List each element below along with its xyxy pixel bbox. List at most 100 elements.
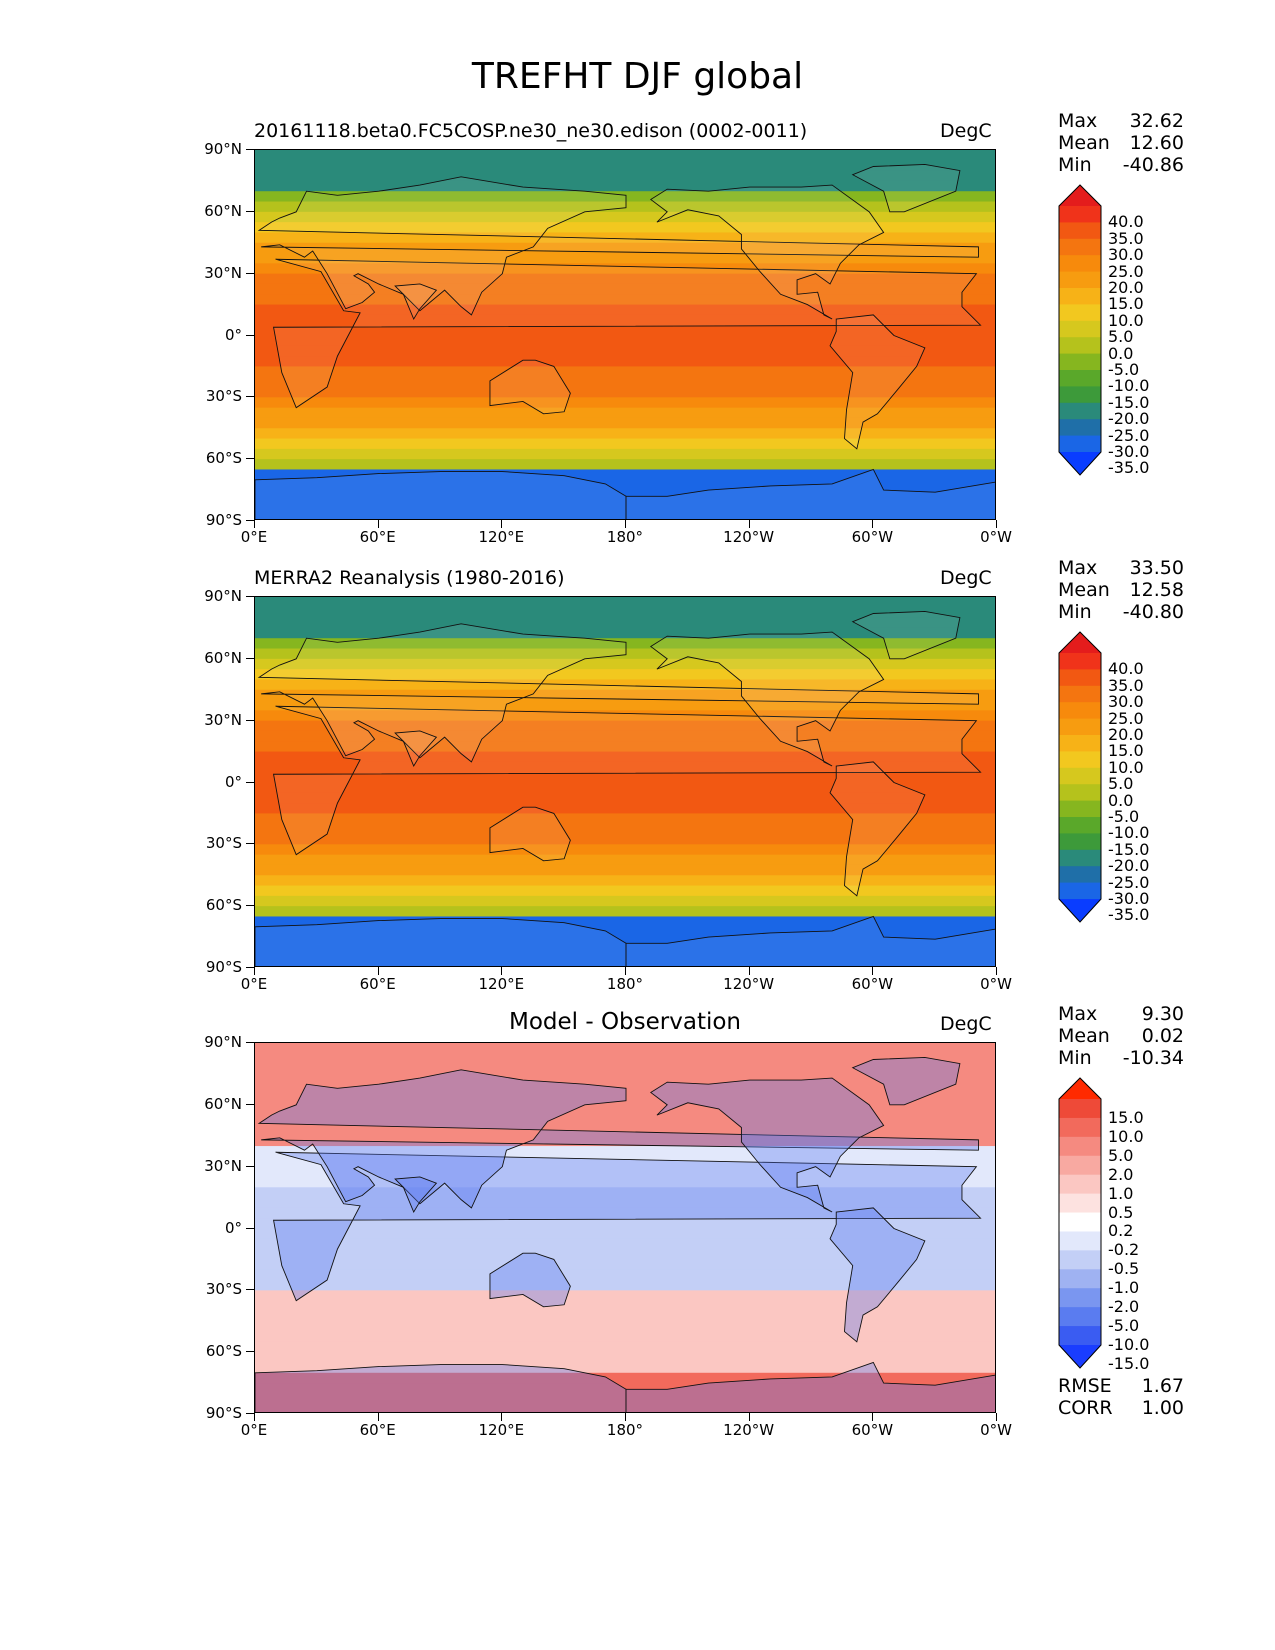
lat-tick-label: 60°S xyxy=(205,449,242,468)
field-band xyxy=(255,1166,995,1178)
field-band xyxy=(255,597,995,609)
lat-tick xyxy=(246,1351,254,1353)
lon-tick-label: 180° xyxy=(606,1421,644,1439)
lat-tick-label: 90°S xyxy=(205,1404,242,1422)
colorbar-tick-label: 10.0 xyxy=(1108,757,1144,777)
field-band xyxy=(255,834,995,846)
field-band xyxy=(255,741,995,753)
colorbar-swatch xyxy=(1059,320,1101,338)
coastline xyxy=(829,314,926,450)
field-band xyxy=(255,700,995,712)
colorbar-tick-label: -35.0 xyxy=(1108,458,1150,478)
stat-label: Min xyxy=(1058,1047,1092,1069)
lat-tick-label: 0° xyxy=(224,1218,242,1237)
colorbar-tick-label: 10.0 xyxy=(1108,1126,1144,1146)
stat-value: -10.34 xyxy=(1122,1047,1184,1069)
field-band xyxy=(255,325,995,337)
field-band xyxy=(255,1094,995,1106)
lat-tick-label: 90°S xyxy=(205,511,242,529)
colorbar-swatch xyxy=(1059,1099,1101,1119)
colorbar-tick-label: -30.0 xyxy=(1108,442,1150,461)
coastline xyxy=(255,1364,627,1412)
lon-tick-label: 60°E xyxy=(359,1421,396,1439)
field-band xyxy=(255,906,995,918)
lat-tick-label: 30°S xyxy=(205,834,242,853)
stat-row: Max 9.30 xyxy=(1058,1003,1184,1025)
colorbar-swatch xyxy=(1059,849,1101,867)
lat-tick-label: 30°S xyxy=(205,387,242,406)
stat-value: 9.30 xyxy=(1141,1003,1184,1025)
lon-tick-label: 180° xyxy=(606,975,644,993)
stat-row: Max 33.50 xyxy=(1058,557,1184,579)
map-plot xyxy=(254,149,996,520)
coastline xyxy=(394,730,438,768)
field-band xyxy=(255,1084,995,1096)
field-band xyxy=(255,957,995,966)
lon-tick-label: 0°W xyxy=(980,528,1012,546)
colorbar-tick-label: 5.0 xyxy=(1108,327,1134,347)
field-band xyxy=(255,448,995,461)
colorbar-tick-label: -5.0 xyxy=(1108,807,1140,826)
map-canvas xyxy=(255,597,995,966)
field-band xyxy=(255,283,995,296)
metric-value: 1.00 xyxy=(1141,1397,1184,1419)
field-band xyxy=(255,160,995,172)
field-band xyxy=(255,1238,995,1251)
panel-observation: MERRA2 Reanalysis (1980-2016) DegC 90°N 60°… xyxy=(0,557,1275,1007)
stats-box: Max 33.50 Mean 12.58 Min -40.80 xyxy=(1058,557,1184,623)
field-band xyxy=(255,170,995,182)
field-band xyxy=(255,844,995,856)
stat-value: 33.50 xyxy=(1129,557,1184,579)
field-band xyxy=(255,201,995,213)
field-band xyxy=(255,1218,995,1230)
colorbar-swatch xyxy=(1059,419,1101,437)
colorbar-swatch xyxy=(1059,767,1101,785)
coastline xyxy=(257,623,979,763)
field-band xyxy=(255,387,995,399)
stat-label: Mean xyxy=(1058,1025,1110,1047)
field-band xyxy=(255,1073,995,1086)
colorbar-tick-label: -20.0 xyxy=(1108,856,1150,876)
field-band xyxy=(255,772,995,784)
stat-value: 12.58 xyxy=(1129,579,1184,601)
field-band xyxy=(255,1197,995,1209)
colorbar-swatch xyxy=(1059,1136,1101,1157)
coastline xyxy=(829,1207,926,1343)
field-band xyxy=(255,864,995,877)
field-band xyxy=(255,926,995,939)
coastline xyxy=(255,471,627,519)
lon-tick xyxy=(501,520,503,528)
colorbar-swatch xyxy=(1059,1326,1101,1346)
field-band xyxy=(255,679,995,691)
field-band xyxy=(255,1352,995,1364)
field-band xyxy=(255,813,995,825)
stat-value: 32.62 xyxy=(1129,110,1184,132)
lat-tick-label: 0° xyxy=(224,772,242,791)
lat-tick-label: 90°S xyxy=(205,958,242,976)
field-band xyxy=(255,1176,995,1189)
field-band xyxy=(255,1135,995,1148)
field-band xyxy=(255,345,995,358)
figure-title: TREFHT DJF global xyxy=(471,56,804,97)
lat-tick xyxy=(246,1289,254,1291)
field-band xyxy=(255,1290,995,1302)
field-band xyxy=(255,1115,995,1127)
field-band xyxy=(255,222,995,234)
stat-label: Mean xyxy=(1058,132,1110,154)
lat-tick xyxy=(246,719,254,721)
stat-label: Min xyxy=(1058,154,1092,176)
units-label: DegC xyxy=(940,567,992,589)
field-band xyxy=(255,1362,995,1374)
colorbar-tick-label: -15.0 xyxy=(1108,1353,1150,1373)
lon-tick xyxy=(254,520,255,528)
field-band xyxy=(255,689,995,702)
coastline xyxy=(851,163,961,213)
lon-tick-label: 120°E xyxy=(478,1421,525,1439)
lon-tick xyxy=(872,1413,874,1421)
field-band xyxy=(255,1310,995,1323)
lat-tick-label: 30°N xyxy=(204,263,242,282)
field-band xyxy=(255,1053,995,1065)
field-band xyxy=(255,885,995,897)
field-band xyxy=(255,1372,995,1385)
lat-tick xyxy=(246,1165,254,1167)
